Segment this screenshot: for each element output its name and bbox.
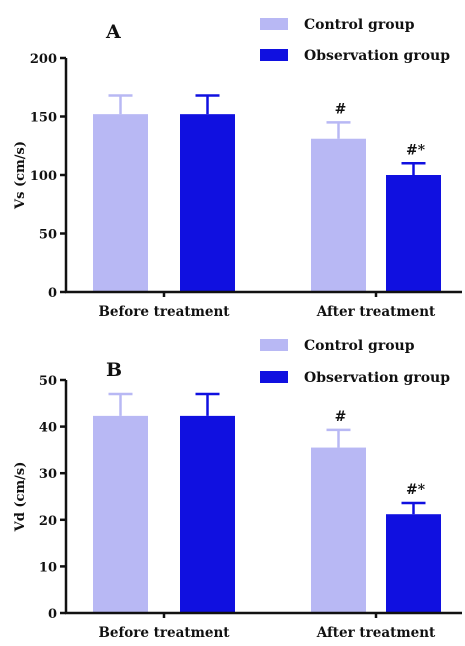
y-tick-label: 20 <box>39 514 57 529</box>
legend-label-observation: Observation group <box>304 370 450 386</box>
legend-label-control: Control group <box>304 17 415 33</box>
bar <box>93 415 148 613</box>
y-axis-title: Vd (cm/s) <box>13 462 28 533</box>
bar <box>180 415 235 613</box>
legend-label-observation: Observation group <box>304 48 450 64</box>
panel-label: A <box>105 21 121 43</box>
significance-marker: # <box>335 409 347 425</box>
bar <box>311 447 366 613</box>
legend-swatch-observation <box>260 49 288 61</box>
legend-swatch-control <box>260 339 288 351</box>
y-tick-label: 10 <box>39 560 57 575</box>
panel-label: B <box>106 359 122 381</box>
y-tick-label: 200 <box>30 52 57 67</box>
legend-swatch-observation <box>260 371 288 383</box>
y-axis-title: Vs (cm/s) <box>13 141 28 210</box>
x-category-label: After treatment <box>316 625 436 641</box>
bar <box>93 114 148 292</box>
bar <box>311 138 366 292</box>
chart-panel-a: A Control group Observation group # #* 0 50 100… <box>13 17 462 320</box>
bar <box>386 514 441 613</box>
y-tick-label: 100 <box>30 169 57 184</box>
bar <box>386 175 441 292</box>
y-tick-label: 150 <box>30 111 57 126</box>
significance-marker: #* <box>406 482 426 498</box>
y-tick-label: 0 <box>48 286 57 301</box>
x-category-label: After treatment <box>316 304 436 320</box>
legend-label-control: Control group <box>304 338 415 354</box>
y-tick-label: 50 <box>39 374 57 389</box>
x-category-label: Before treatment <box>98 304 230 320</box>
y-tick-label: 50 <box>39 228 57 243</box>
y-tick-label: 0 <box>48 607 57 622</box>
y-tick-label: 30 <box>39 467 57 482</box>
chart-panel-b: B Control group Observation group # #* 0 10 20 3… <box>13 338 462 641</box>
significance-marker: # <box>335 101 347 117</box>
legend-swatch-control <box>260 18 288 30</box>
bar <box>180 114 235 292</box>
significance-marker: #* <box>406 142 426 158</box>
x-category-label: Before treatment <box>98 625 230 641</box>
y-tick-label: 40 <box>39 421 57 436</box>
